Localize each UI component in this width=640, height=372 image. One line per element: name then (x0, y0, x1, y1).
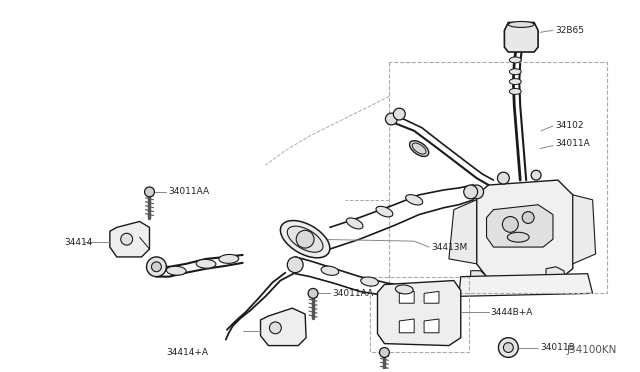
Circle shape (145, 187, 154, 197)
Ellipse shape (509, 57, 521, 63)
Circle shape (287, 257, 303, 273)
Text: 34414: 34414 (64, 238, 93, 247)
Polygon shape (424, 291, 439, 303)
Circle shape (385, 113, 397, 125)
Text: 32B65: 32B65 (555, 26, 584, 35)
Text: 34414+A: 34414+A (166, 348, 209, 357)
Text: 3444B+A: 3444B+A (490, 308, 533, 317)
Circle shape (394, 108, 405, 120)
Circle shape (504, 343, 513, 353)
Ellipse shape (508, 232, 529, 242)
Polygon shape (470, 271, 488, 288)
Polygon shape (110, 221, 150, 257)
Circle shape (269, 322, 282, 334)
Circle shape (499, 338, 518, 357)
Text: 34011AA: 34011AA (332, 289, 373, 298)
Polygon shape (424, 319, 439, 333)
Circle shape (531, 170, 541, 180)
Ellipse shape (346, 218, 363, 229)
Ellipse shape (412, 143, 426, 154)
Polygon shape (546, 267, 566, 286)
Ellipse shape (509, 69, 521, 75)
Polygon shape (504, 22, 538, 52)
Circle shape (502, 217, 518, 232)
Circle shape (470, 185, 484, 199)
Circle shape (522, 212, 534, 224)
Text: 34011AA: 34011AA (168, 187, 209, 196)
Circle shape (464, 185, 477, 199)
Ellipse shape (509, 89, 521, 94)
Polygon shape (260, 308, 306, 346)
Ellipse shape (166, 266, 186, 275)
Circle shape (380, 347, 389, 357)
Ellipse shape (296, 230, 314, 248)
Ellipse shape (509, 78, 521, 84)
Ellipse shape (219, 254, 239, 263)
Circle shape (147, 257, 166, 277)
Ellipse shape (508, 22, 534, 28)
Circle shape (152, 262, 161, 272)
Ellipse shape (376, 206, 393, 217)
Ellipse shape (280, 221, 330, 258)
Polygon shape (477, 180, 573, 277)
Polygon shape (399, 319, 414, 333)
Ellipse shape (196, 259, 216, 268)
Text: 34011B: 34011B (540, 343, 575, 352)
Polygon shape (459, 274, 593, 296)
Circle shape (497, 172, 509, 184)
Polygon shape (378, 280, 461, 346)
Ellipse shape (361, 277, 378, 286)
Text: 34011A: 34011A (555, 139, 589, 148)
Polygon shape (399, 291, 414, 303)
Polygon shape (449, 200, 477, 264)
Ellipse shape (406, 195, 422, 205)
Ellipse shape (287, 226, 323, 252)
Text: 34413M: 34413M (431, 243, 467, 251)
Text: 34102: 34102 (555, 121, 584, 131)
Ellipse shape (321, 266, 339, 275)
Ellipse shape (396, 285, 413, 294)
Circle shape (308, 288, 318, 298)
Polygon shape (486, 205, 553, 247)
Text: J34100KN: J34100KN (567, 346, 618, 355)
Polygon shape (573, 195, 596, 264)
Circle shape (121, 233, 132, 245)
Ellipse shape (410, 141, 429, 157)
